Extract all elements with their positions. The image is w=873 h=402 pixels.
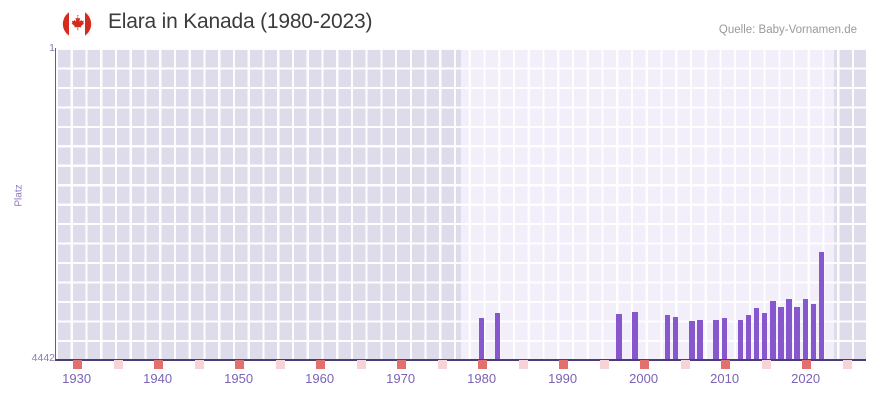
bar-2020 — [802, 299, 808, 359]
x-axis-label-1990: 1990 — [548, 371, 578, 386]
bar-1980 — [478, 318, 484, 359]
x-axis-label-1950: 1950 — [224, 371, 254, 386]
bar-1999 — [632, 311, 638, 359]
bar-2004 — [672, 316, 679, 359]
bar-2007 — [697, 320, 703, 359]
x-tick-major-2010 — [721, 360, 730, 369]
x-axis-label-2000: 2000 — [629, 371, 659, 386]
x-axis-label-1970: 1970 — [386, 371, 416, 386]
bar-2022 — [818, 252, 825, 359]
bar-2019 — [794, 307, 800, 359]
x-tick-major-2020 — [802, 360, 811, 369]
bar-2017 — [778, 307, 784, 359]
x-tick-minor-1935 — [113, 360, 123, 369]
bar-2012 — [737, 319, 744, 359]
bar-2006 — [689, 321, 695, 359]
x-tick-minor-1975 — [437, 360, 447, 369]
x-tick-minor-1945 — [194, 360, 204, 369]
x-tick-major-1950 — [235, 360, 244, 369]
x-axis-label-2010: 2010 — [710, 371, 740, 386]
y-axis-tick-bottom: 4442 — [31, 352, 55, 364]
bar-2010 — [721, 318, 727, 359]
bar-2018 — [786, 298, 792, 359]
x-tick-major-1970 — [397, 360, 406, 369]
y-axis-tick-top: 1 — [49, 42, 55, 54]
bar-1997 — [616, 314, 622, 359]
bar-1982 — [494, 313, 501, 359]
bar-2013 — [745, 314, 752, 359]
x-tick-major-2000 — [640, 360, 649, 369]
x-tick-major-1990 — [559, 360, 568, 369]
x-tick-minor-2025 — [842, 360, 852, 369]
x-tick-minor-1985 — [518, 360, 528, 369]
y-axis-title: Platz — [13, 184, 25, 207]
bar-2009 — [713, 319, 719, 359]
x-tick-major-1960 — [316, 360, 325, 369]
x-axis-label-1930: 1930 — [62, 371, 92, 386]
bar-2014 — [753, 308, 760, 359]
y-axis-line — [55, 48, 57, 360]
bar-2016 — [770, 301, 776, 359]
plot-area — [56, 48, 866, 359]
source-note: Quelle: Baby-Vornamen.de — [718, 24, 857, 36]
chart-header: Elara in Kanada (1980-2023) Quelle: Baby… — [0, 0, 873, 48]
x-tick-minor-1995 — [599, 360, 609, 369]
x-tick-minor-1965 — [356, 360, 366, 369]
canada-flag-icon — [61, 10, 93, 38]
x-axis-label-1960: 1960 — [305, 371, 335, 386]
bar-2015 — [762, 312, 768, 359]
chart-title: Elara in Kanada (1980-2023) — [108, 10, 373, 33]
x-axis-label-1980: 1980 — [467, 371, 497, 386]
plot-gridlines — [56, 48, 866, 359]
x-axis-label-2020: 2020 — [791, 371, 821, 386]
x-tick-minor-1955 — [275, 360, 285, 369]
x-tick-major-1930 — [73, 360, 82, 369]
x-tick-minor-2015 — [761, 360, 771, 369]
bar-2003 — [664, 315, 671, 359]
x-tick-major-1980 — [478, 360, 487, 369]
x-axis-label-1940: 1940 — [143, 371, 173, 386]
x-tick-minor-2005 — [680, 360, 690, 369]
x-tick-major-1940 — [154, 360, 163, 369]
x-axis-line — [55, 359, 866, 361]
bar-2021 — [810, 304, 817, 359]
